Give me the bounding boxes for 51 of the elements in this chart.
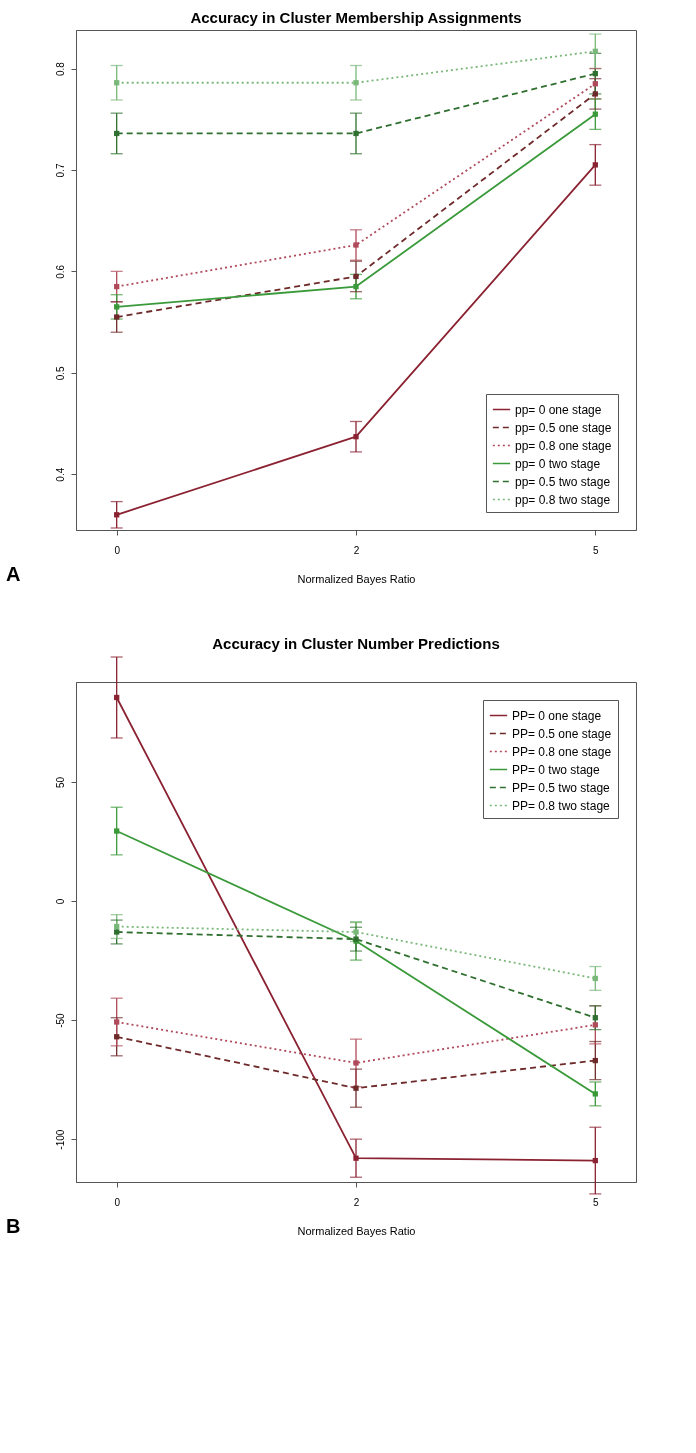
x-tick-label: 5 [593,544,600,556]
point [114,828,120,834]
point [353,80,359,86]
point [353,130,359,137]
text: B [6,1215,21,1237]
point [592,1091,598,1097]
legend-label: pp= 0.8 two stage [515,492,611,507]
y-tick-label: 0.8 [54,61,66,76]
y-tick-label: 0.5 [54,365,66,381]
legend-label: PP= 0.5 two stage [512,780,611,795]
x-axis-title: Normalized Bayes Ratio [297,1224,416,1237]
x-tick-label: 2 [353,544,360,556]
point [353,434,359,440]
y-tick-label: 0.4 [54,467,66,482]
y-tick-label: 0.6 [54,264,66,279]
point [353,1060,359,1066]
x-tick-label: 2 [353,1196,360,1208]
legend-label: PP= 0.8 two stage [512,798,611,813]
point [353,929,359,935]
point [114,314,120,320]
text: A [6,563,21,585]
chart-title: Accuracy in Cluster Number Predictions [212,635,500,653]
point [114,304,120,310]
legend-label: pp= 0 two stage [515,456,601,471]
x-tick-label: 5 [593,1196,600,1208]
point [353,242,359,248]
x-tick-label: 0 [114,544,121,556]
y-tick-label: 50 [54,776,66,789]
y-tick-label: -100 [54,1129,66,1150]
legend-label: pp= 0.5 one stage [515,420,612,435]
x-tick-label: 0 [114,1196,121,1208]
legend-label: PP= 0.8 one stage [512,744,612,759]
point [114,1019,120,1025]
legend-label: pp= 0.5 two stage [515,474,611,489]
legend-label: PP= 0 one stage [512,708,602,723]
legend-label: pp= 0 one stage [515,402,602,417]
point [114,929,120,935]
point [592,91,598,97]
y-tick-label: 0.7 [54,163,66,178]
legend-label: pp= 0.8 one stage [515,438,612,453]
x-axis-title: Normalized Bayes Ratio [297,572,416,585]
point [353,283,359,290]
chart-title: Accuracy in Cluster Membership Assignments [190,9,522,26]
point [353,273,359,280]
point [592,162,598,168]
y-tick-label: 0 [54,898,66,905]
point [353,1155,359,1161]
legend-label: PP= 0 two stage [512,762,601,777]
point [592,1022,598,1028]
legend-label: PP= 0.5 one stage [512,726,612,741]
y-tick-label: -50 [54,1012,66,1028]
